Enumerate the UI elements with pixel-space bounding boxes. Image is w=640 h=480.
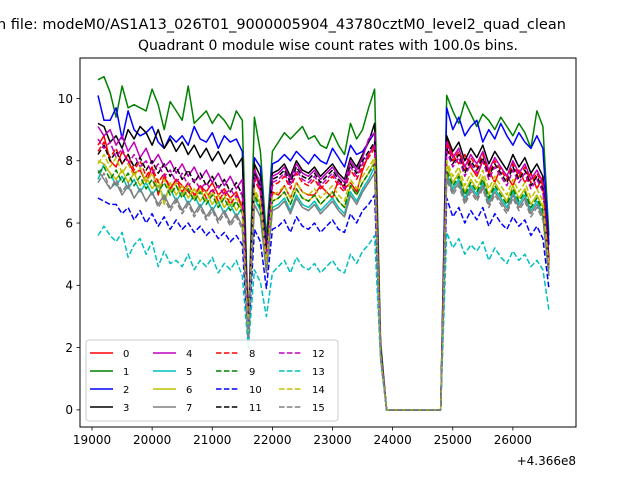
x-tick-label: 26000	[494, 433, 532, 447]
series-line-13	[97, 225, 550, 411]
x-tick-label: 23000	[313, 433, 351, 447]
legend-label-14: 14	[312, 385, 325, 396]
series-line-10	[97, 194, 550, 411]
y-tick-label: 4	[65, 279, 73, 293]
series-line-8	[97, 141, 550, 411]
y-tick-label: 2	[65, 341, 73, 355]
legend-label-7: 7	[186, 403, 192, 414]
legend-label-8: 8	[249, 349, 255, 360]
legend-label-2: 2	[123, 385, 129, 396]
series-line-2	[97, 95, 550, 411]
series-line-15	[97, 172, 550, 411]
y-axis: 0 2 4 6 8 10	[58, 92, 80, 417]
figure-suptitle: n file: modeM0/AS1A13_026T01_9000005904_…	[0, 17, 566, 33]
x-tick-label: 21000	[193, 433, 231, 447]
chart-title: Quadrant 0 module wise count rates with …	[138, 38, 518, 54]
series-line-3	[97, 122, 550, 411]
legend-label-11: 11	[249, 403, 262, 414]
legend-label-9: 9	[249, 367, 255, 378]
series-line-9	[97, 163, 550, 411]
series-line-5	[97, 163, 550, 411]
y-tick-label: 10	[58, 92, 73, 106]
legend-label-5: 5	[186, 367, 192, 378]
legend-label-15: 15	[312, 403, 325, 414]
series-line-0	[97, 135, 550, 411]
legend-label-12: 12	[312, 349, 325, 360]
legend-label-3: 3	[123, 403, 129, 414]
series-line-11	[97, 141, 550, 411]
x-tick-label: 20000	[133, 433, 171, 447]
series-line-1	[97, 75, 550, 411]
x-axis-offset-label: +4.366e8	[517, 454, 576, 468]
legend-label-6: 6	[186, 385, 192, 396]
series-layer	[97, 75, 550, 411]
legend-label-1: 1	[123, 367, 129, 378]
legend-label-0: 0	[123, 349, 129, 360]
axes-border	[79, 57, 577, 428]
series-line-12	[97, 138, 550, 411]
x-axis: 19000 20000 21000 22000 23000 24000 25000 26000	[73, 427, 532, 447]
y-tick-label: 8	[65, 154, 73, 168]
legend-label-4: 4	[186, 349, 192, 360]
x-tick-label: 24000	[374, 433, 412, 447]
series-line-4	[97, 126, 550, 411]
legend-frame	[85, 339, 339, 422]
x-tick-label: 22000	[253, 433, 291, 447]
y-tick-label: 6	[65, 216, 73, 230]
x-tick-label: 25000	[434, 433, 472, 447]
legend-label-13: 13	[312, 367, 325, 378]
x-tick-label: 19000	[73, 433, 111, 447]
y-tick-label: 0	[65, 403, 73, 417]
series-line-7	[97, 169, 550, 411]
legend-label-10: 10	[249, 385, 262, 396]
